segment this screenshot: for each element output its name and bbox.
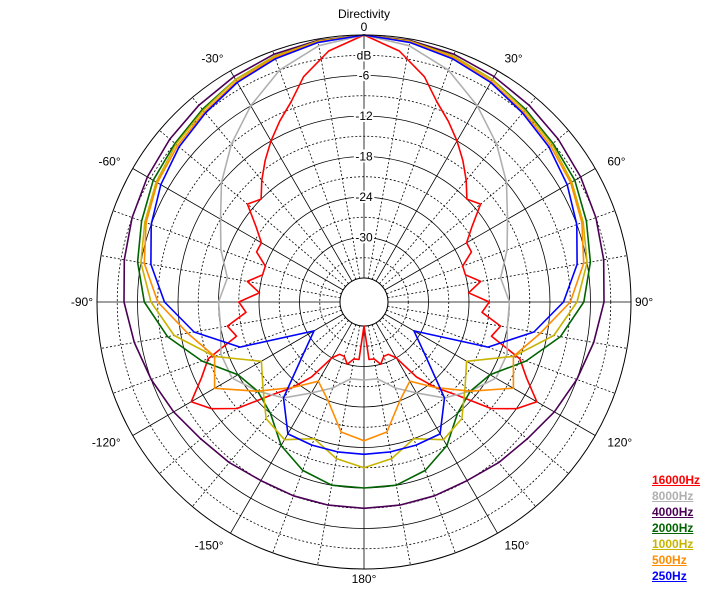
- r-tick-label: -24: [355, 190, 373, 204]
- grid-spoke-minor: [317, 38, 361, 279]
- outer-circle: [96, 34, 632, 570]
- grid-spoke-minor: [387, 255, 628, 299]
- grid-spoke-minor: [367, 325, 411, 566]
- angle-tick-label: 90°: [635, 295, 653, 309]
- grid-spoke-minor: [159, 317, 346, 474]
- grid-spoke-minor: [379, 97, 536, 284]
- grid-spoke: [384, 168, 596, 291]
- legend-item: 4000Hz: [652, 505, 694, 519]
- r-tick-label: -18: [355, 150, 373, 164]
- series-line: [123, 34, 605, 510]
- angle-tick-label: -60°: [98, 155, 120, 169]
- grid-spoke-minor: [386, 309, 616, 394]
- angle-tick-label: 180°: [352, 572, 377, 586]
- angle-tick-label: 60°: [607, 155, 625, 169]
- angle-tick-label: 30°: [505, 52, 523, 66]
- angle-tick-label: -120°: [92, 436, 121, 450]
- grid-spoke-minor: [317, 325, 361, 566]
- grid-spoke-minor: [159, 130, 346, 287]
- grid-spoke: [132, 168, 344, 291]
- grid-spoke-minor: [371, 50, 456, 280]
- angle-tick-label: 120°: [607, 436, 632, 450]
- grid-spoke-minor: [382, 130, 569, 287]
- grid-spoke-minor: [367, 38, 411, 279]
- legend: 16000Hz 8000Hz 4000Hz 2000Hz 1000Hz 500Hz 250H…: [652, 472, 724, 584]
- series-line: [217, 34, 511, 399]
- r-tick-label: 0: [361, 20, 368, 34]
- legend-item: 16000Hz: [652, 473, 701, 487]
- r-tick-label: -12: [355, 109, 373, 123]
- center-circle: [339, 277, 389, 327]
- angle-tick-label: -90°: [71, 295, 93, 309]
- legend-item: 1000Hz: [652, 537, 694, 551]
- chart-title: Directivity: [338, 7, 390, 21]
- series-line: [143, 34, 585, 442]
- legend-item: 2000Hz: [652, 521, 694, 535]
- r-unit-label: dB: [357, 48, 372, 62]
- grid-spoke-minor: [382, 317, 569, 474]
- angle-tick-label: -150°: [195, 538, 224, 552]
- series-line: [140, 34, 588, 469]
- series-line: [190, 34, 538, 410]
- grid-spoke-minor: [192, 97, 349, 284]
- r-tick-label: -30: [355, 231, 373, 245]
- grid-spoke-minor: [272, 50, 357, 280]
- grid-spoke-minor: [100, 255, 341, 299]
- r-tick-label: -6: [359, 69, 370, 83]
- grid-spoke-minor: [112, 309, 342, 394]
- grid-spoke-minor: [386, 210, 616, 295]
- angle-tick-label: 150°: [505, 538, 530, 552]
- grid-spoke-minor: [112, 210, 342, 295]
- series-line: [150, 34, 578, 456]
- legend-item: 500Hz: [652, 553, 687, 567]
- series-line: [136, 34, 592, 489]
- legend-item: 8000Hz: [652, 489, 694, 503]
- legend-item: 250Hz: [652, 569, 687, 583]
- angle-tick-label: -30°: [201, 52, 223, 66]
